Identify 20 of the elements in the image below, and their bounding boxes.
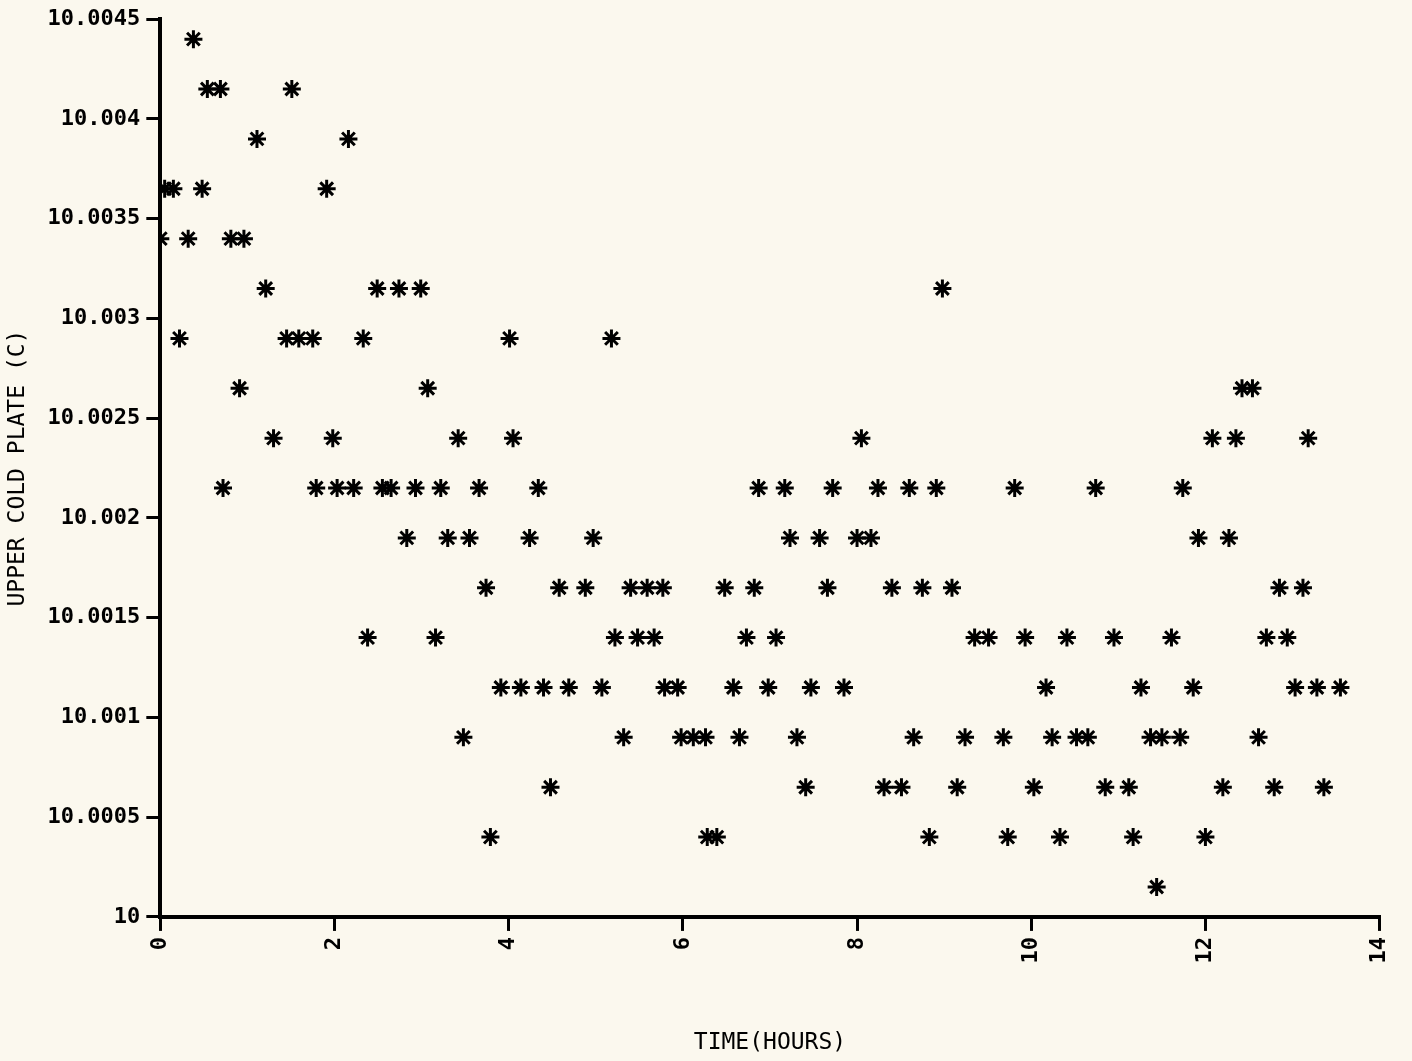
y-tick-label: 10.0045 [47,4,141,30]
y-tick-label: 10.0025 [47,403,141,429]
y-tick-label: 10.004 [60,104,141,130]
y-tick-label: 10 [113,902,141,928]
y-tick-label: 10.001 [60,703,141,729]
y-tick-label: 10.002 [60,503,141,529]
x-tick-label: 10 [1016,936,1042,964]
x-tick-label: 8 [842,936,868,951]
y-tick-label: 10.003 [60,304,141,330]
y-axis-title: UPPER COLD PLATE (C) [2,329,29,607]
x-tick-label: 14 [1365,936,1391,964]
x-tick-label: 12 [1191,936,1217,964]
y-tick-label: 10.0005 [47,802,141,828]
x-tick-label: 2 [320,936,346,951]
x-tick-label: 6 [668,936,694,951]
x-tick-label: 4 [494,936,520,951]
y-tick-label: 10.0035 [47,204,141,230]
x-axis-title: TIME(HOURS) [693,1028,847,1055]
y-tick-label: 10.0015 [47,603,141,629]
x-tick-label: 0 [146,936,172,951]
